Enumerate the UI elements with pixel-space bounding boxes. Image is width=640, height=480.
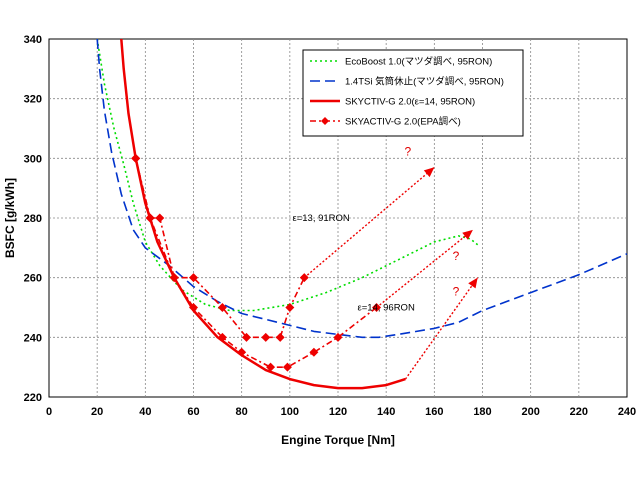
data-point-marker [131,153,141,163]
x-tick-label: 40 [139,406,151,418]
x-tick-label: 200 [521,406,539,418]
x-tick-label: 240 [618,406,636,418]
y-tick-label: 320 [24,94,42,106]
legend-entry-label: SKYACTIV-G 2.0(EPA調べ) [345,116,461,128]
legend: EcoBoost 1.0(マツダ調べ, 95RON) 1.4TSi 気筒休止(マツ… [302,49,524,137]
data-point-marker [217,303,227,312]
annotation-label: ε=14, 96RON [358,302,415,313]
arrow-head [423,167,435,178]
data-point-marker [189,303,198,312]
y-tick-labels: 220 240 260 280 300 320 340 [24,34,42,404]
data-point-marker [189,273,198,283]
data-point-marker [275,332,285,342]
data-point-marker [145,213,155,223]
series-line-1 [96,38,628,339]
data-point-marker [282,362,292,372]
arrow-line [404,277,479,380]
x-tick-label: 80 [236,406,248,418]
series-line-0 [96,38,479,312]
annotations-group: ε=13, 91RON ε=14, 96RON??? [292,144,459,313]
series-line-2 [120,38,406,390]
x-tick-label: 60 [187,406,199,418]
arrow-line [376,229,474,309]
x-tick-labels: 0 20 40 60 80 100 120 140 160 180 200 220 240 [46,406,636,418]
x-tick-label: 20 [91,406,103,418]
data-point-marker [261,332,271,342]
data-point-marker [155,213,165,223]
x-tick-label: 100 [281,406,299,418]
data-point-marker [241,332,251,342]
y-tick-label: 280 [24,213,42,225]
x-tick-label: 120 [329,406,347,418]
x-tick-label: 0 [46,406,52,418]
data-point-marker [333,332,343,342]
data-point-marker [217,332,227,342]
y-tick-label: 220 [24,392,42,404]
legend-entry-label: SKYCTIV-G 2.0(ε=14, 95RON) [345,97,475,108]
data-point-marker [309,347,319,357]
x-tick-label: 140 [377,406,395,418]
arrow-head [462,229,473,240]
legend-entry-label: 1.4TSi 気筒休止(マツダ調べ, 95RON) [345,76,504,88]
data-point-marker [169,273,179,283]
x-tick-label: 160 [425,406,443,418]
arrow-line [303,166,435,279]
data-point-marker [285,303,295,312]
question-mark-annotation: ? [453,249,460,263]
annotation-label: ε=13, 91RON [292,213,349,224]
legend-marker [321,117,329,125]
x-axis-label: Engine Torque [Nm] [281,433,395,447]
y-tick-label: 340 [24,34,42,46]
arrows-group [303,166,479,380]
x-tick-label: 220 [570,406,588,418]
data-point-marker [237,347,247,357]
y-axis-label: BSFC [g/kWh] [3,178,17,258]
legend-entry-label: EcoBoost 1.0(マツダ調べ, 95RON) [345,56,492,68]
question-mark-annotation: ? [453,285,460,299]
data-point-marker [266,362,276,372]
question-mark-annotation: ? [404,144,411,158]
y-tick-label: 300 [24,153,42,165]
y-tick-label: 260 [24,273,42,285]
series-group [96,38,628,390]
y-tick-label: 240 [24,332,42,344]
arrow-head [468,277,478,289]
series-line-3 [134,158,306,339]
x-tick-label: 180 [473,406,491,418]
